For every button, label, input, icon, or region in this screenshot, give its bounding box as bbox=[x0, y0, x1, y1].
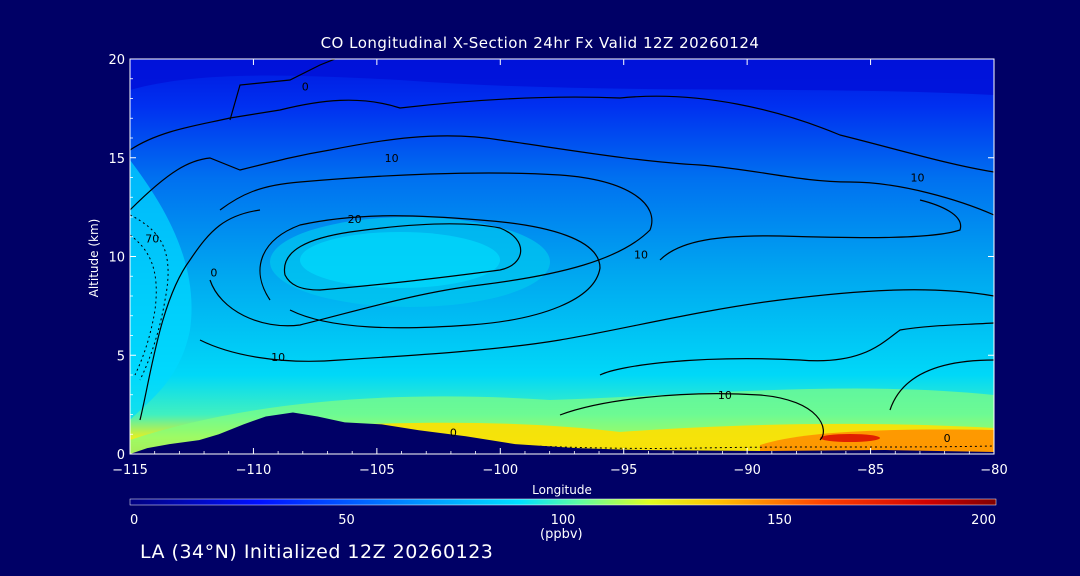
contour-label: 0 bbox=[450, 426, 457, 439]
dotted-contours bbox=[130, 214, 994, 449]
contour-label: 0 bbox=[944, 432, 951, 445]
y-tick-label: 15 bbox=[108, 152, 125, 167]
colorbar-tick-label: 0 bbox=[130, 513, 138, 528]
contour-west bbox=[139, 209, 261, 421]
x-axis: −115 −110 −105 −100 −95 −90 −85 −80 bbox=[112, 59, 1008, 478]
co-surface-max bbox=[820, 434, 880, 442]
co-west-high bbox=[130, 160, 192, 420]
contour-label: 70 bbox=[145, 233, 159, 246]
contour-label: 10 bbox=[634, 249, 648, 262]
contour-east-edge bbox=[889, 359, 994, 411]
contour-label: 10 bbox=[271, 351, 285, 364]
contour-plume-center bbox=[283, 223, 522, 291]
y-tick-label: 20 bbox=[108, 53, 125, 68]
colorbar-tick-label: 100 bbox=[551, 513, 576, 528]
x-tick-label: −85 bbox=[857, 463, 884, 478]
y-axis: 0 5 10 15 20 bbox=[108, 53, 994, 463]
dotted-contour-1 bbox=[130, 214, 169, 381]
x-tick-label: −80 bbox=[980, 463, 1007, 478]
dotted-contour-2 bbox=[130, 234, 157, 376]
contour-10-lower bbox=[199, 289, 994, 362]
contour-labels: 0 10 20 70 0 10 10 10 10 0 0 bbox=[145, 81, 950, 446]
contour-label: 10 bbox=[718, 389, 732, 402]
colorbar-unit-label: (ppbv) bbox=[540, 527, 583, 542]
contour-lines bbox=[130, 59, 994, 441]
contour-10-low-east bbox=[599, 322, 994, 376]
y-tick-label: 5 bbox=[117, 349, 125, 364]
x-tick-label: −110 bbox=[236, 463, 272, 478]
co-plume-center bbox=[300, 232, 500, 288]
dotted-contour-3 bbox=[399, 439, 994, 449]
x-tick-label: −95 bbox=[610, 463, 637, 478]
colorbar-tick-label: 200 bbox=[971, 513, 996, 528]
contour-label: 10 bbox=[910, 172, 924, 185]
contour-label: 20 bbox=[348, 213, 362, 226]
x-tick-label: −105 bbox=[359, 463, 395, 478]
initialized-label: LA (34°N) Initialized 12Z 20260123 bbox=[140, 541, 494, 563]
contour-10-surface bbox=[559, 393, 824, 441]
contour-label: 0 bbox=[210, 266, 217, 279]
terrain bbox=[130, 412, 994, 454]
contour-10-mid bbox=[130, 135, 994, 216]
x-tick-label: −100 bbox=[482, 463, 518, 478]
colorbar-tick-label: 150 bbox=[767, 513, 792, 528]
y-tick-label: 10 bbox=[108, 251, 125, 266]
contour-label: 0 bbox=[302, 81, 309, 94]
contour-label: 10 bbox=[385, 152, 399, 165]
co-surface-layer-orange bbox=[760, 429, 994, 454]
contour-20-outer bbox=[209, 172, 653, 327]
contour-10-upper bbox=[130, 95, 994, 173]
x-tick-label: −90 bbox=[733, 463, 760, 478]
co-field-low-band bbox=[130, 59, 994, 95]
x-axis-label: Longitude bbox=[532, 483, 592, 497]
colorbar-tick-label: 50 bbox=[338, 513, 355, 528]
colorbar-ticks: 0 50 100 150 200 bbox=[130, 513, 996, 528]
contour-0-top bbox=[229, 59, 337, 121]
chart-title: CO Longitudinal X-Section 24hr Fx Valid … bbox=[320, 34, 760, 52]
x-tick-label: −115 bbox=[112, 463, 148, 478]
y-tick-label: 0 bbox=[117, 448, 125, 463]
colorbar bbox=[129, 498, 997, 506]
contour-20-inner bbox=[259, 215, 601, 329]
contour-10-east bbox=[659, 199, 962, 261]
y-axis-label: Altitude (km) bbox=[87, 219, 101, 298]
